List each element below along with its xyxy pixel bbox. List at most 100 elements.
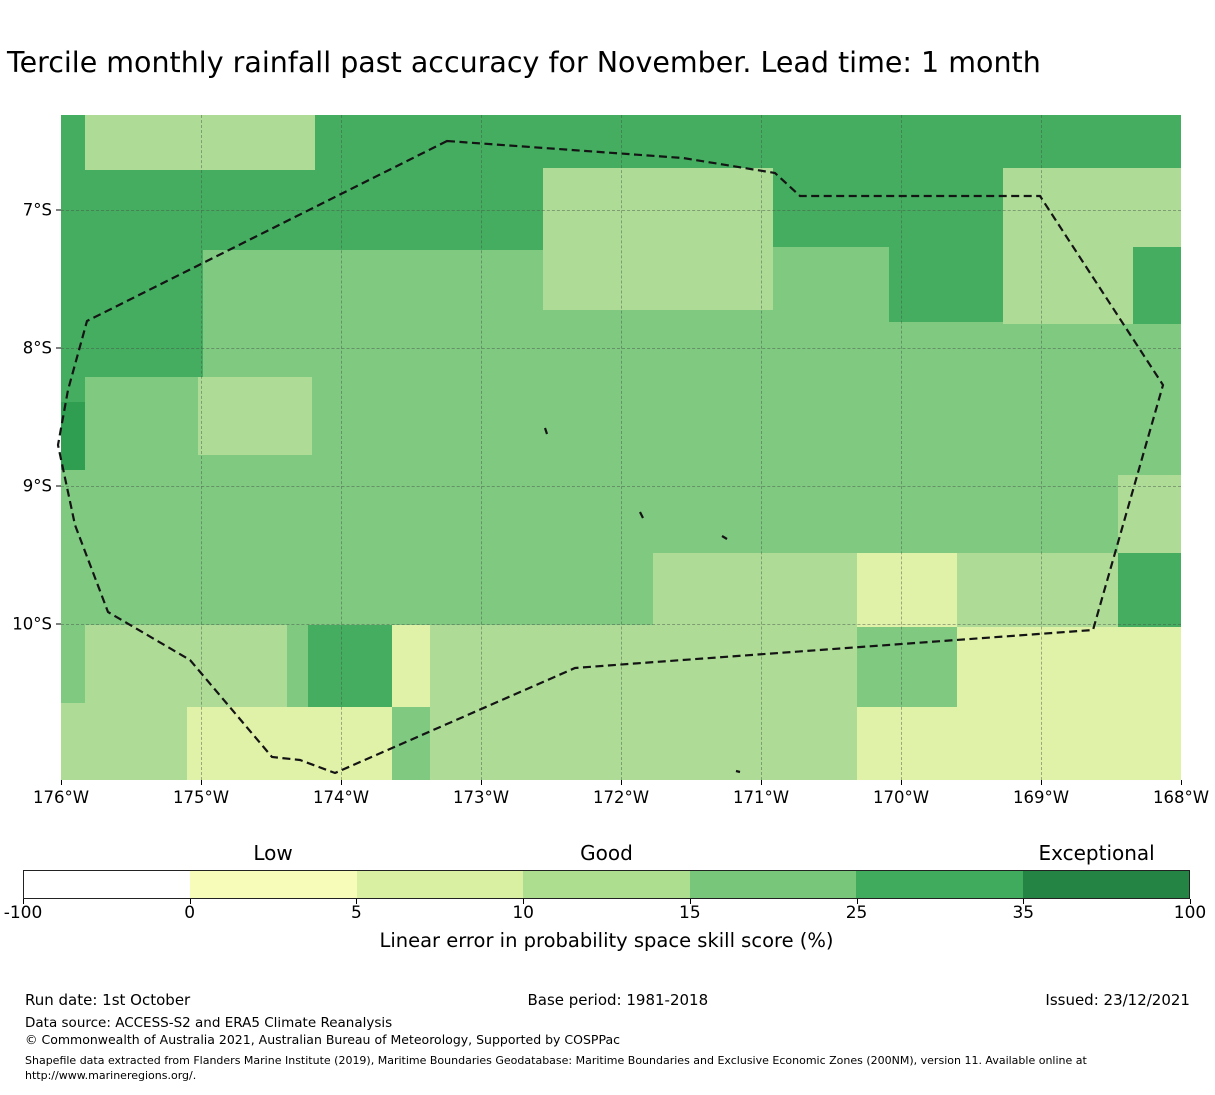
gridline-vertical [341,115,342,780]
colorbar-tick-mark [523,899,525,904]
y-tick-mark [56,209,61,211]
eez-boundary [56,139,1165,775]
map-cell [84,115,315,170]
colorbar-tick-label: 10 [512,903,534,923]
gridline-vertical [761,115,762,780]
gridline-vertical [621,115,622,780]
island-marks [543,427,741,774]
y-tick-label: 7°S [22,200,52,220]
figure-title: Tercile monthly rainfall past accuracy f… [7,46,1041,79]
footer-row: Run date: 1st October Base period: 1981-… [25,991,1190,1009]
map-cell [1118,475,1181,554]
map-cells [61,115,1181,780]
y-tick-mark [56,347,61,349]
colorbar-tick-mark [23,899,24,904]
map-cell [391,624,430,707]
gridline-horizontal [61,485,1181,487]
y-tick-label: 9°S [22,476,52,496]
shapefile-note-text: Shapefile data extracted from Flanders M… [25,1054,1087,1083]
map-cell [856,706,957,780]
gridline-vertical [1041,115,1042,780]
base-period-text: Base period: 1981-2018 [527,991,709,1009]
colorbar-segment [1022,871,1189,898]
map-cell [430,624,857,780]
map-cell [61,115,85,402]
map-cell [1003,168,1181,247]
colorbar-category-label: Exceptional [1038,841,1155,865]
map-cell [957,553,1118,628]
gridline-horizontal [61,210,1181,211]
colorbar-tick-mark [356,899,358,904]
colorbar-tick-label: 35 [1012,903,1035,923]
colorbar-category-labels: Low Good Exceptional [23,841,1190,867]
x-tick-label: 173°W [452,788,510,807]
map-cell [1118,553,1181,628]
map-canvas [56,115,1181,780]
colorbar-tick-label: 15 [679,903,701,923]
map-cell [61,702,187,780]
map-cell [772,115,889,247]
colorbar-segment [190,871,357,898]
y-tick-mark [56,623,61,625]
island-mark [721,535,728,540]
gridline-vertical [201,115,202,780]
y-axis: 7°S 8°S 9°S 10°S [0,115,52,780]
colorbar-segment [356,871,524,898]
island-mark [543,427,549,435]
y-tick-mark [56,485,61,487]
colorbar-tick-label: -100 [3,903,43,923]
x-tick-mark [201,780,202,785]
map-cell [543,168,774,310]
x-tick-mark [901,780,902,785]
x-tick-mark [1041,780,1042,785]
colorbar-tick-label: 0 [184,903,196,923]
data-source-text: Data source: ACCESS-S2 and ERA5 Climate … [25,1015,393,1031]
colorbar-category-label: Low [253,841,293,865]
copyright-text: © Commonwealth of Australia 2021, Austra… [25,1032,620,1047]
x-axis: 176°W 175°W 174°W 173°W 172°W 171°W 170°W 169°W… [33,788,1209,810]
gridline-horizontal [61,348,1181,349]
gridline-horizontal [61,623,1181,625]
x-tick-label: 175°W [172,788,230,807]
y-tick-label: 10°S [12,614,52,634]
colorbar [23,870,1190,899]
x-tick-mark [481,780,482,785]
colorbar-axis-label: Linear error in probability space skill … [379,929,834,952]
y-tick-label: 8°S [22,338,52,358]
map-cell [61,402,85,471]
colorbar-tick-label: 100 [1173,903,1207,923]
colorbar-tick-label: 25 [845,903,868,923]
island-mark [639,511,644,519]
run-date-text: Run date: 1st October [25,991,191,1009]
colorbar-tick-mark [1190,899,1191,904]
x-tick-label: 168°W [1152,788,1210,807]
map-cell [653,553,857,628]
colorbar-segment [523,871,690,898]
map-cell [187,706,392,780]
gridline-vertical [481,115,482,780]
colorbar-category-label: Good [580,841,633,865]
colorbar-tick-label: 5 [351,903,362,923]
map-cell [197,377,312,455]
x-tick-mark [621,780,622,785]
colorbar-tick-mark [856,899,858,904]
colorbar-tick-mark [189,899,191,904]
x-tick-label: 170°W [872,788,930,807]
map-cell [1003,247,1134,324]
map-cell [1132,247,1181,324]
colorbar-segment [856,871,1023,898]
map-cell [957,626,1181,780]
island-mark [735,769,741,774]
colorbar-ticks [23,899,1191,905]
colorbar-segment [24,871,191,898]
x-tick-label: 171°W [732,788,790,807]
colorbar-tick-labels: -100 0 5 10 15 25 35 100 [4,903,1207,923]
x-tick-label: 174°W [312,788,370,807]
map-cell [889,115,1004,322]
x-tick-mark [1181,780,1182,785]
gridline-vertical [901,115,902,780]
x-tick-mark [341,780,342,785]
x-tick-mark [61,780,62,785]
colorbar-tick-mark [689,899,691,904]
